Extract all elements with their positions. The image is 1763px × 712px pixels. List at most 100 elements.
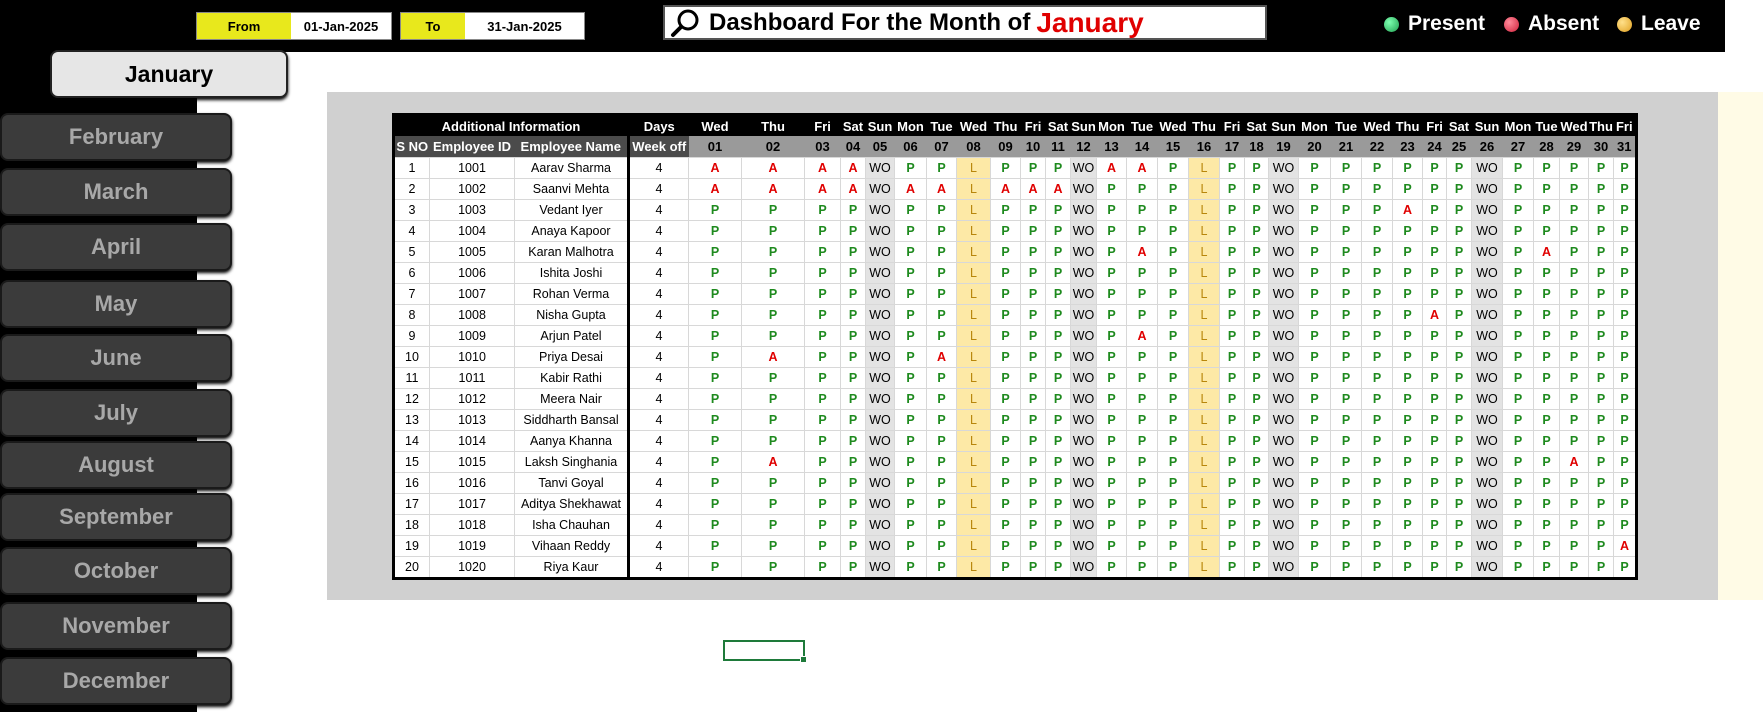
attendance-cell[interactable]: WO	[1471, 199, 1503, 221]
attendance-cell[interactable]: P	[1559, 199, 1589, 221]
attendance-cell[interactable]: P	[1244, 304, 1269, 326]
attendance-cell[interactable]: A	[688, 157, 742, 179]
attendance-cell[interactable]: WO	[865, 304, 895, 326]
attendance-cell[interactable]: P	[1126, 556, 1158, 579]
attendance-cell[interactable]: P	[1361, 262, 1393, 284]
attendance-cell[interactable]: P	[1219, 430, 1245, 452]
attendance-cell[interactable]: A	[1045, 178, 1071, 200]
attendance-cell[interactable]: P	[990, 262, 1021, 284]
attendance-cell[interactable]: P	[840, 514, 866, 536]
attendance-cell[interactable]: WO	[1471, 388, 1503, 410]
attendance-cell[interactable]: P	[1613, 472, 1637, 494]
week-off-cell[interactable]: 4	[628, 409, 689, 431]
attendance-cell[interactable]: P	[990, 535, 1021, 557]
week-off-cell[interactable]: 4	[628, 367, 689, 389]
attendance-cell[interactable]: P	[894, 514, 927, 536]
attendance-cell[interactable]: L	[956, 304, 991, 326]
attendance-cell[interactable]: A	[1126, 157, 1158, 179]
attendance-cell[interactable]: P	[1588, 409, 1614, 431]
attendance-cell[interactable]: L	[1188, 262, 1220, 284]
attendance-cell[interactable]: P	[1244, 220, 1269, 242]
attendance-cell[interactable]: P	[1392, 283, 1423, 305]
attendance-cell[interactable]: P	[926, 325, 957, 347]
attendance-cell[interactable]: P	[840, 283, 866, 305]
attendance-cell[interactable]: WO	[1471, 409, 1503, 431]
attendance-cell[interactable]: L	[1188, 472, 1220, 494]
attendance-cell[interactable]: WO	[1471, 241, 1503, 263]
month-button-april[interactable]: April	[0, 223, 232, 271]
week-off-cell[interactable]: 4	[628, 157, 689, 179]
attendance-cell[interactable]: P	[1502, 304, 1534, 326]
attendance-cell[interactable]: P	[894, 304, 927, 326]
attendance-cell[interactable]: P	[1157, 556, 1189, 579]
attendance-cell[interactable]: P	[1588, 262, 1614, 284]
attendance-cell[interactable]: A	[741, 157, 805, 179]
sno-cell[interactable]: 13	[393, 409, 430, 431]
month-button-june[interactable]: June	[0, 334, 232, 382]
employee-id-cell[interactable]: 1009	[429, 325, 515, 347]
attendance-cell[interactable]: P	[1613, 514, 1637, 536]
attendance-cell[interactable]: P	[1020, 451, 1046, 473]
attendance-cell[interactable]: WO	[1070, 157, 1097, 179]
attendance-cell[interactable]: P	[804, 556, 841, 579]
attendance-cell[interactable]: P	[894, 388, 927, 410]
attendance-cell[interactable]: P	[926, 556, 957, 579]
sno-cell[interactable]: 19	[393, 535, 430, 557]
attendance-cell[interactable]: A	[840, 157, 866, 179]
employee-name-cell[interactable]: Aanya Khanna	[514, 430, 630, 452]
attendance-cell[interactable]: P	[926, 409, 957, 431]
attendance-cell[interactable]: P	[1559, 262, 1589, 284]
attendance-cell[interactable]: L	[1188, 220, 1220, 242]
attendance-cell[interactable]: P	[1392, 262, 1423, 284]
attendance-cell[interactable]: WO	[1268, 262, 1299, 284]
attendance-cell[interactable]: P	[1244, 325, 1269, 347]
attendance-cell[interactable]: A	[1096, 157, 1127, 179]
attendance-cell[interactable]: P	[1298, 346, 1331, 368]
attendance-cell[interactable]: WO	[865, 367, 895, 389]
attendance-cell[interactable]: P	[741, 325, 805, 347]
attendance-cell[interactable]: P	[688, 409, 742, 431]
week-off-cell[interactable]: 4	[628, 430, 689, 452]
attendance-cell[interactable]: P	[926, 430, 957, 452]
attendance-cell[interactable]: P	[1126, 220, 1158, 242]
attendance-cell[interactable]: P	[1502, 472, 1534, 494]
attendance-cell[interactable]: P	[1533, 220, 1560, 242]
month-button-december[interactable]: December	[0, 657, 232, 705]
attendance-cell[interactable]: P	[1020, 283, 1046, 305]
attendance-cell[interactable]: P	[840, 556, 866, 579]
employee-name-cell[interactable]: Rohan Verma	[514, 283, 630, 305]
attendance-cell[interactable]: P	[1096, 262, 1127, 284]
attendance-cell[interactable]: P	[840, 304, 866, 326]
attendance-cell[interactable]: P	[1361, 493, 1393, 515]
attendance-cell[interactable]: P	[1157, 220, 1189, 242]
attendance-cell[interactable]: P	[1446, 388, 1472, 410]
attendance-cell[interactable]: P	[1392, 409, 1423, 431]
employee-id-cell[interactable]: 1003	[429, 199, 515, 221]
attendance-cell[interactable]: P	[1298, 556, 1331, 579]
attendance-cell[interactable]: P	[688, 325, 742, 347]
month-button-november[interactable]: November	[0, 602, 232, 650]
month-button-february[interactable]: February	[0, 113, 232, 161]
attendance-cell[interactable]: P	[1045, 556, 1071, 579]
attendance-cell[interactable]: L	[1188, 514, 1220, 536]
attendance-cell[interactable]: P	[1298, 451, 1331, 473]
attendance-cell[interactable]: P	[1045, 493, 1071, 515]
attendance-cell[interactable]: WO	[865, 283, 895, 305]
attendance-cell[interactable]: WO	[1471, 556, 1503, 579]
attendance-cell[interactable]: WO	[1070, 472, 1097, 494]
attendance-cell[interactable]: P	[1126, 493, 1158, 515]
sno-cell[interactable]: 4	[393, 220, 430, 242]
attendance-cell[interactable]: P	[894, 367, 927, 389]
attendance-cell[interactable]: P	[1533, 262, 1560, 284]
attendance-cell[interactable]: P	[1446, 493, 1472, 515]
attendance-cell[interactable]: P	[1096, 514, 1127, 536]
attendance-cell[interactable]: WO	[1268, 514, 1299, 536]
attendance-cell[interactable]: P	[1298, 199, 1331, 221]
attendance-cell[interactable]: P	[1330, 367, 1362, 389]
attendance-cell[interactable]: P	[1361, 283, 1393, 305]
attendance-cell[interactable]: P	[1219, 367, 1245, 389]
attendance-cell[interactable]: WO	[865, 388, 895, 410]
attendance-cell[interactable]: P	[1533, 283, 1560, 305]
attendance-cell[interactable]: P	[1045, 409, 1071, 431]
attendance-cell[interactable]: P	[1502, 157, 1534, 179]
